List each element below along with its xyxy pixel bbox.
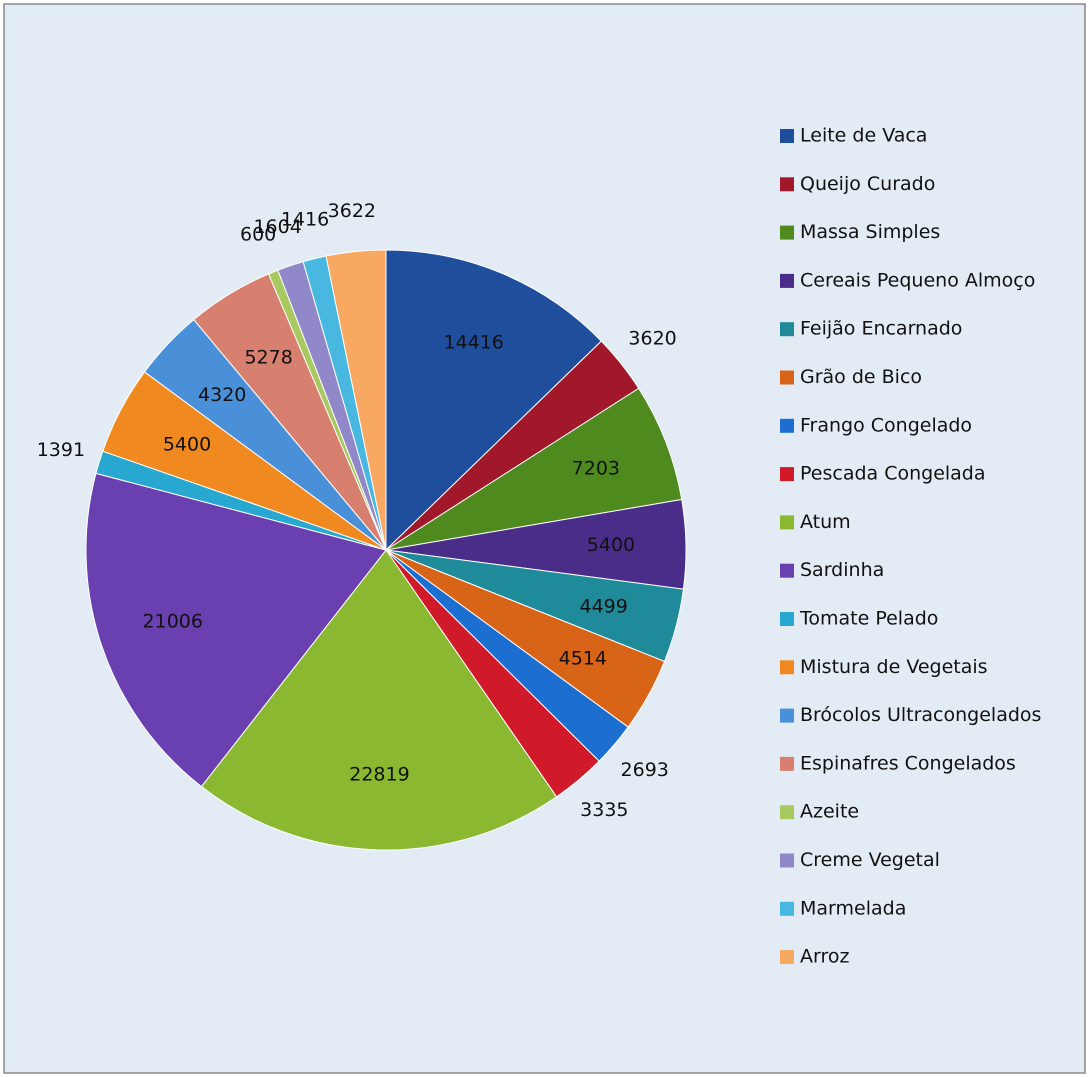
legend-swatch xyxy=(780,515,794,530)
pie-slice xyxy=(200,549,558,851)
legend-swatch xyxy=(780,612,794,626)
data-label: 7203 xyxy=(572,457,620,479)
legend-label: Sardinha xyxy=(800,559,884,581)
legend-label: Espinafres Congelados xyxy=(800,752,1016,774)
legend-swatch xyxy=(780,418,794,433)
data-label: 5400 xyxy=(587,534,635,556)
data-label: 22819 xyxy=(349,763,409,785)
data-label: 3620 xyxy=(628,327,676,349)
legend-swatch xyxy=(780,129,794,143)
data-label: 21006 xyxy=(143,610,203,632)
data-label: 4514 xyxy=(559,648,607,670)
legend-label: Arroz xyxy=(800,946,849,968)
legend-label: Frango Congelado xyxy=(800,414,972,436)
data-label: 5278 xyxy=(244,347,292,369)
pie-slice xyxy=(85,472,387,788)
legend-label: Queijo Curado xyxy=(800,173,935,195)
legend-swatch xyxy=(780,853,794,868)
data-label: 3335 xyxy=(580,799,628,821)
legend-swatch xyxy=(780,177,794,192)
legend-label: Pescada Congelada xyxy=(800,463,986,485)
legend-swatch xyxy=(780,901,794,916)
legend-swatch xyxy=(780,708,794,723)
data-label: 3622 xyxy=(328,200,376,222)
legend-label: Brócolos Ultracongelados xyxy=(800,704,1041,726)
legend-swatch xyxy=(780,563,794,578)
legend-label: Mistura de Vegetais xyxy=(800,656,988,678)
legend-swatch xyxy=(780,467,794,482)
data-label: 1416 xyxy=(281,208,329,230)
data-label: 600 xyxy=(240,223,276,245)
legend-swatch xyxy=(780,322,794,337)
legend-swatch xyxy=(780,950,794,965)
legend-label: Azeite xyxy=(800,801,859,823)
pie-slice xyxy=(385,249,603,552)
data-label: 4499 xyxy=(580,595,628,617)
data-label: 4320 xyxy=(198,384,246,406)
legend-label: Massa Simples xyxy=(800,221,940,243)
data-label: 2693 xyxy=(621,759,669,781)
pie-slice xyxy=(325,249,387,551)
legend-label: Atum xyxy=(800,511,851,533)
legend-label: Cereais Pequeno Almoço xyxy=(800,269,1035,291)
legend-label: Leite de Vaca xyxy=(800,125,927,147)
legend-swatch xyxy=(780,370,794,385)
legend-swatch xyxy=(780,756,794,771)
pie-slice xyxy=(385,387,683,551)
data-label: 5400 xyxy=(163,433,211,455)
legend-label: Feijão Encarnado xyxy=(800,318,962,340)
data-label: 1604 xyxy=(253,216,301,238)
legend-label: Grão de Bico xyxy=(800,366,922,388)
legend-swatch xyxy=(780,805,794,820)
legend-swatch xyxy=(780,273,794,288)
legend-label: Marmelada xyxy=(800,897,906,919)
legend-swatch xyxy=(780,660,794,675)
data-label: 14416 xyxy=(443,331,503,353)
legend-label: Creme Vegetal xyxy=(800,849,940,871)
legend-swatch xyxy=(780,225,794,240)
legend-label: Tomate Pelado xyxy=(799,608,938,630)
data-label: 1391 xyxy=(37,439,85,461)
